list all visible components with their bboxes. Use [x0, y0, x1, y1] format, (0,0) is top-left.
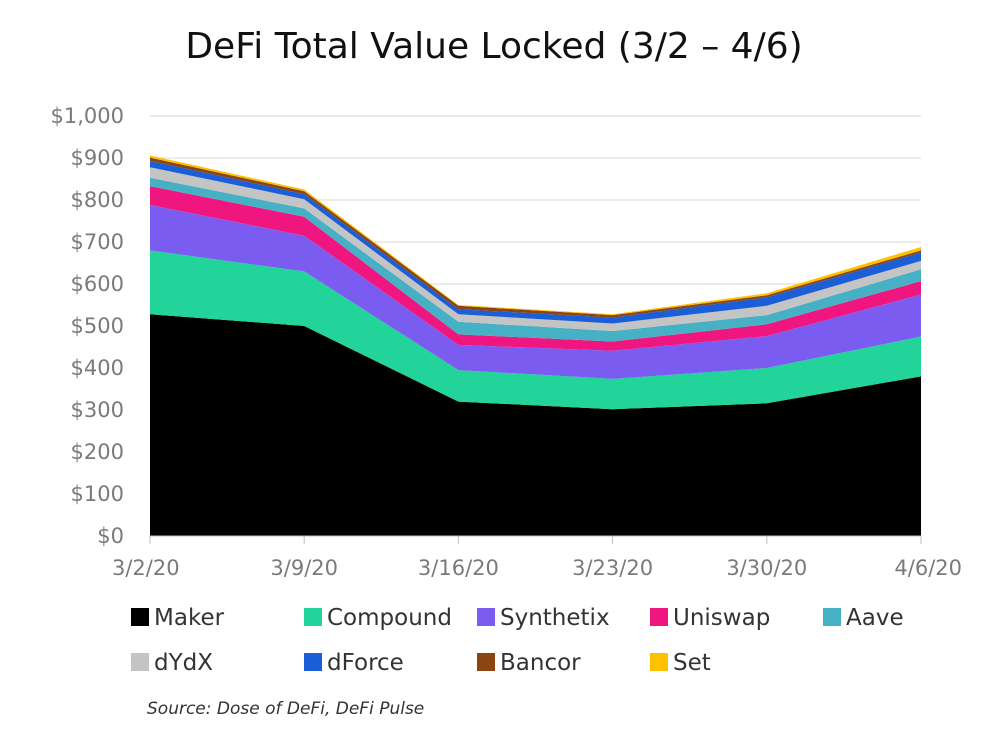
area-series-group — [150, 155, 921, 536]
legend-label: Bancor — [500, 650, 581, 676]
x-axis-tick-labels: 3/2/20 3/9/20 3/16/20 3/23/20 3/30/20 4/6/20 — [112, 556, 962, 580]
legend-item-synthetix: Synthetix — [477, 605, 610, 631]
legend-item-dydx: dYdX — [131, 650, 213, 676]
y-tick-label: $500 — [71, 314, 124, 338]
x-tick-label: 3/30/20 — [726, 556, 807, 580]
y-tick-label: $600 — [71, 272, 124, 296]
source-note: Source: Dose of DeFi, DeFi Pulse — [147, 699, 424, 719]
y-tick-label: $300 — [71, 398, 124, 422]
legend-swatch — [477, 608, 495, 626]
legend-item-uniswap: Uniswap — [650, 605, 770, 631]
legend-swatch — [650, 608, 668, 626]
area-compound — [150, 250, 921, 410]
axes — [149, 535, 922, 544]
legend-label: Uniswap — [673, 605, 770, 631]
area-aave — [150, 177, 921, 342]
y-tick-label: $400 — [71, 356, 124, 380]
legend-label: Synthetix — [500, 605, 610, 631]
legend-swatch — [477, 653, 495, 671]
legend-swatch — [823, 608, 841, 626]
chart-title: DeFi Total Value Locked (3/2 – 4/6) — [185, 26, 802, 67]
legend-swatch — [304, 653, 322, 671]
legend-label: Set — [673, 650, 711, 676]
legend-swatch — [304, 608, 322, 626]
x-tick-label: 3/23/20 — [572, 556, 653, 580]
area-dydx — [150, 167, 921, 331]
legend-item-set: Set — [650, 650, 711, 676]
legend-swatch — [650, 653, 668, 671]
y-tick-label: $1,000 — [51, 104, 124, 128]
legend-item-maker: Maker — [131, 605, 225, 631]
y-tick-label: $200 — [71, 440, 124, 464]
legend-item-aave: Aave — [823, 605, 904, 631]
legend-label: dForce — [327, 650, 404, 676]
area-synthetix — [150, 205, 921, 379]
legend-swatch — [131, 608, 149, 626]
legend: Maker Compound Synthetix Uniswap Aave dYdX dFo… — [131, 605, 904, 676]
legend-label: Maker — [154, 605, 225, 631]
y-tick-label: $800 — [71, 188, 124, 212]
x-tick-label: 3/9/20 — [270, 556, 338, 580]
y-tick-label: $900 — [71, 146, 124, 170]
legend-label: Aave — [846, 605, 904, 631]
x-tick-label: 3/16/20 — [418, 556, 499, 580]
x-tick-label: 4/6/20 — [894, 556, 962, 580]
y-tick-label: $100 — [71, 482, 124, 506]
legend-label: Compound — [327, 605, 452, 631]
x-tick-label: 3/2/20 — [112, 556, 180, 580]
y-axis-tick-labels: $0 $100 $200 $300 $400 $500 $600 $700 $800 $900 $1… — [51, 104, 124, 548]
area-uniswap — [150, 186, 921, 351]
y-tick-label: $0 — [97, 524, 124, 548]
y-tick-label: $700 — [71, 230, 124, 254]
legend-item-dforce: dForce — [304, 650, 404, 676]
legend-label: dYdX — [154, 650, 213, 676]
area-maker — [150, 314, 921, 536]
legend-swatch — [131, 653, 149, 671]
legend-item-bancor: Bancor — [477, 650, 581, 676]
legend-item-compound: Compound — [304, 605, 452, 631]
